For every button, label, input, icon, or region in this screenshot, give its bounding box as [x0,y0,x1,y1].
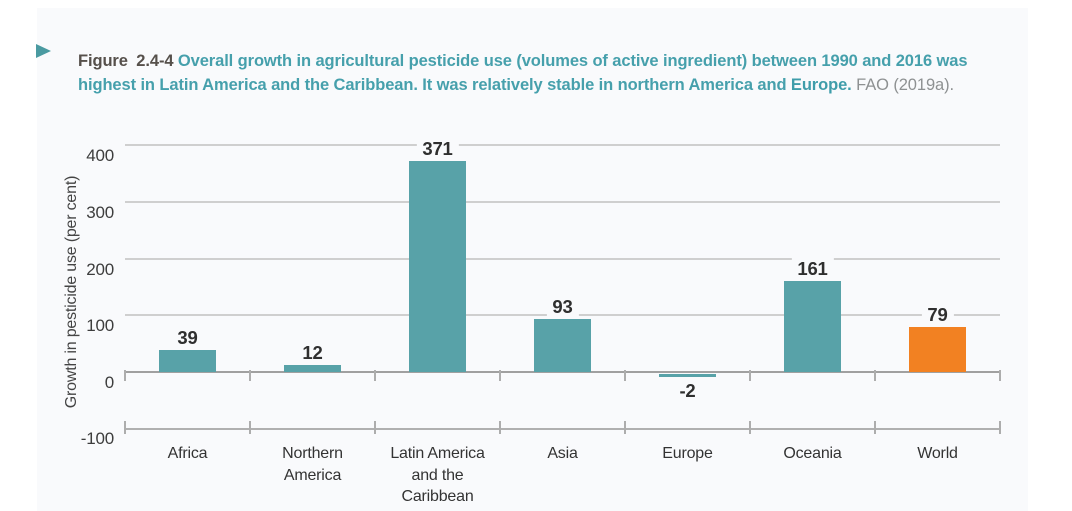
zero-axis-tick [249,370,251,381]
bar-northern-america [284,365,341,372]
bar-europe [659,374,716,377]
zero-axis-tick [124,370,126,381]
figure-background [37,8,1028,511]
bar-africa [159,349,216,372]
value-label-africa: 39 [171,326,204,349]
figure-caption-bold-end: Europe. [790,75,857,94]
bottom-axis-tick [874,421,876,434]
ytick-label-300: 300 [86,202,114,222]
zero-axis-tick [999,370,1001,381]
figure-caption-text: Overall growth in agricultural pesticide… [78,51,968,94]
bottom-axis-tick [124,421,126,434]
bottom-axis-tick [374,421,376,434]
zero-axis-tick [749,370,751,381]
bottom-axis-tick [999,421,1001,434]
y-axis-title: Growth in pesticide use (per cent) [63,175,80,409]
figure-source: FAO (2019a). [856,75,954,94]
value-label-world: 79 [921,304,954,327]
ytick-label-200: 200 [86,259,114,279]
figure-marker-arrow-icon [36,44,51,58]
ytick-label-100: 100 [86,316,114,336]
figure-caption: Figure 2.4-4 Overall growth in agricultu… [78,49,1013,97]
category-label-latin-america-and-the-caribbean: Latin America and the Caribbean [390,445,485,505]
ytick-label-0: 0 [104,373,114,392]
bar-latin-america-and-the-caribbean [409,161,466,372]
zero-axis-tick [499,370,501,381]
zero-axis-tick [624,370,626,381]
bar-world [909,327,966,372]
bar-asia [534,319,591,372]
zero-axis-tick [874,370,876,381]
bottom-axis-line [125,428,1000,430]
category-label-africa: Africa [167,445,208,462]
gridline-300 [125,200,1000,203]
value-label-oceania: 161 [791,257,834,280]
category-label-northern-america: Northern America [282,445,343,484]
bottom-axis-tick [249,421,251,434]
value-label-europe: -2 [673,380,702,402]
value-label-northern-america: 12 [296,342,329,365]
zero-axis-line [125,371,1000,373]
category-label-europe: Europe [662,445,713,462]
gridline-400 [125,144,1000,146]
ytick-label-400: 400 [86,146,114,165]
bottom-axis-tick [499,421,501,434]
value-label-latin-america-and-the-caribbean: 371 [416,138,459,161]
bottom-axis-tick [624,421,626,434]
category-label-oceania: Oceania [783,445,842,462]
category-label-asia: Asia [547,445,578,462]
value-label-asia: 93 [546,296,579,319]
bar-oceania [784,280,841,372]
category-label-world: World [917,445,958,462]
ytick-label--100: -100 [80,429,114,448]
zero-axis-tick [374,370,376,381]
figure-label: Figure 2.4-4 [78,51,174,70]
gridline-200 [125,257,1000,260]
bottom-axis-tick [749,421,751,434]
